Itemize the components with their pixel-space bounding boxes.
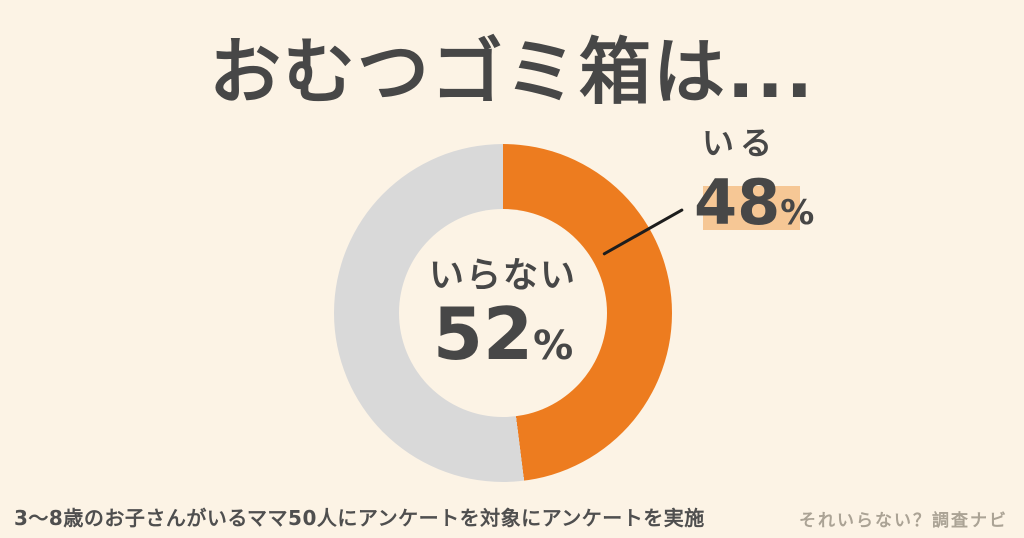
callout-percent-sign: % (780, 193, 815, 233)
donut-hole: いらない 52% (399, 209, 607, 417)
site-credit: それいらない？調査ナビ (799, 511, 1008, 531)
center-value-number: 52 (432, 292, 534, 377)
survey-method-note: 3〜8歳のお子さんがいるママ50人にアンケートを対象にアンケートを実施 (14, 506, 705, 530)
donut-chart: いらない 52% (334, 144, 672, 482)
center-segment-label: いらない (428, 255, 577, 296)
value-highlight-box (703, 186, 800, 230)
center-segment-value: 52% (433, 298, 573, 370)
callout-segment-value: 48% (694, 172, 814, 234)
center-percent-sign: % (533, 323, 574, 370)
callout-value-number: 48 (694, 166, 781, 239)
page-title: おむつゴミ箱は... (208, 30, 816, 114)
callout-segment-label: いる (701, 124, 778, 162)
